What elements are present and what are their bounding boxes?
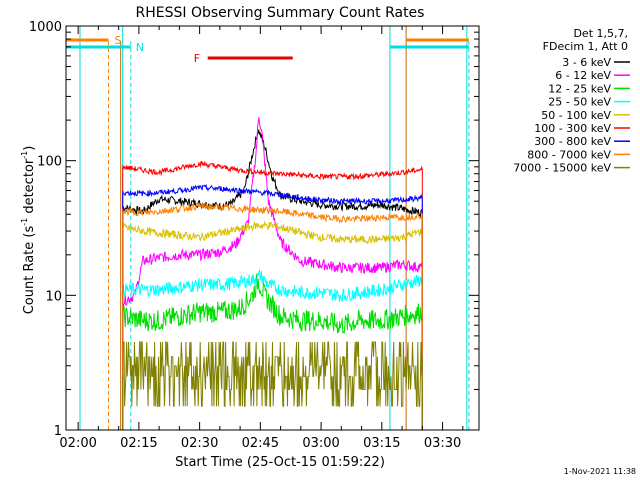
x-tick-label: 02:15 (120, 436, 157, 451)
x-tick-label: 02:00 (59, 436, 96, 451)
y-axis-ticks: 1 10 100 1000 (29, 20, 479, 439)
x-axis-ticks: 02:00 02:15 02:30 02:45 03:00 03:15 03:30 (59, 26, 464, 451)
legend-entry-label: 12 - 25 keV (548, 82, 611, 95)
chart-title: RHESSI Observing Summary Count Rates (136, 5, 425, 21)
night-label: N (136, 41, 144, 54)
series-line (122, 268, 423, 302)
plot-frame (65, 25, 480, 431)
x-tick-label: 03:15 (363, 436, 400, 451)
series-line (122, 220, 423, 245)
legend-header-line: FDecim 1, Att 0 (543, 40, 628, 53)
series-line (122, 183, 423, 206)
x-tick-label: 03:00 (302, 436, 339, 451)
legend-entry-label: 300 - 800 keV (534, 135, 611, 148)
y-tick-label: 10 (45, 289, 62, 304)
legend-entry-label: 6 - 12 keV (555, 69, 611, 82)
y-tick-label: 100 (37, 155, 62, 170)
series-line (122, 201, 423, 224)
series-lines (122, 117, 423, 430)
footer-date: 1-Nov-2021 11:38 (564, 467, 636, 476)
y-tick-label: 1000 (29, 20, 62, 35)
x-tick-label: 02:45 (242, 436, 279, 451)
x-axis-title: Start Time (25-Oct-15 01:59:22) (175, 455, 385, 470)
series-line (122, 341, 423, 407)
legend-entry-label: 3 - 6 keV (562, 56, 611, 69)
y-axis-title: Count Rate (s-1 detector-1) (20, 146, 37, 315)
legend-entry-label: 25 - 50 keV (548, 96, 611, 109)
legend-entry-label: 800 - 7000 keV (527, 148, 611, 161)
series-line (122, 129, 423, 218)
legend-entry-label: 100 - 300 keV (534, 122, 611, 135)
y-tick-label: 1 (54, 424, 62, 439)
flare-label: F (194, 52, 200, 65)
saa-label: S (115, 34, 122, 47)
legend-header-line: Det 1,5,7, (573, 27, 628, 40)
x-tick-label: 02:30 (181, 436, 218, 451)
x-tick-label: 03:30 (424, 436, 461, 451)
series-line (122, 273, 423, 335)
legend-entry-label: 50 - 100 keV (541, 109, 611, 122)
legend-entry-label: 7000 - 15000 keV (513, 162, 611, 175)
series-line (122, 160, 423, 181)
